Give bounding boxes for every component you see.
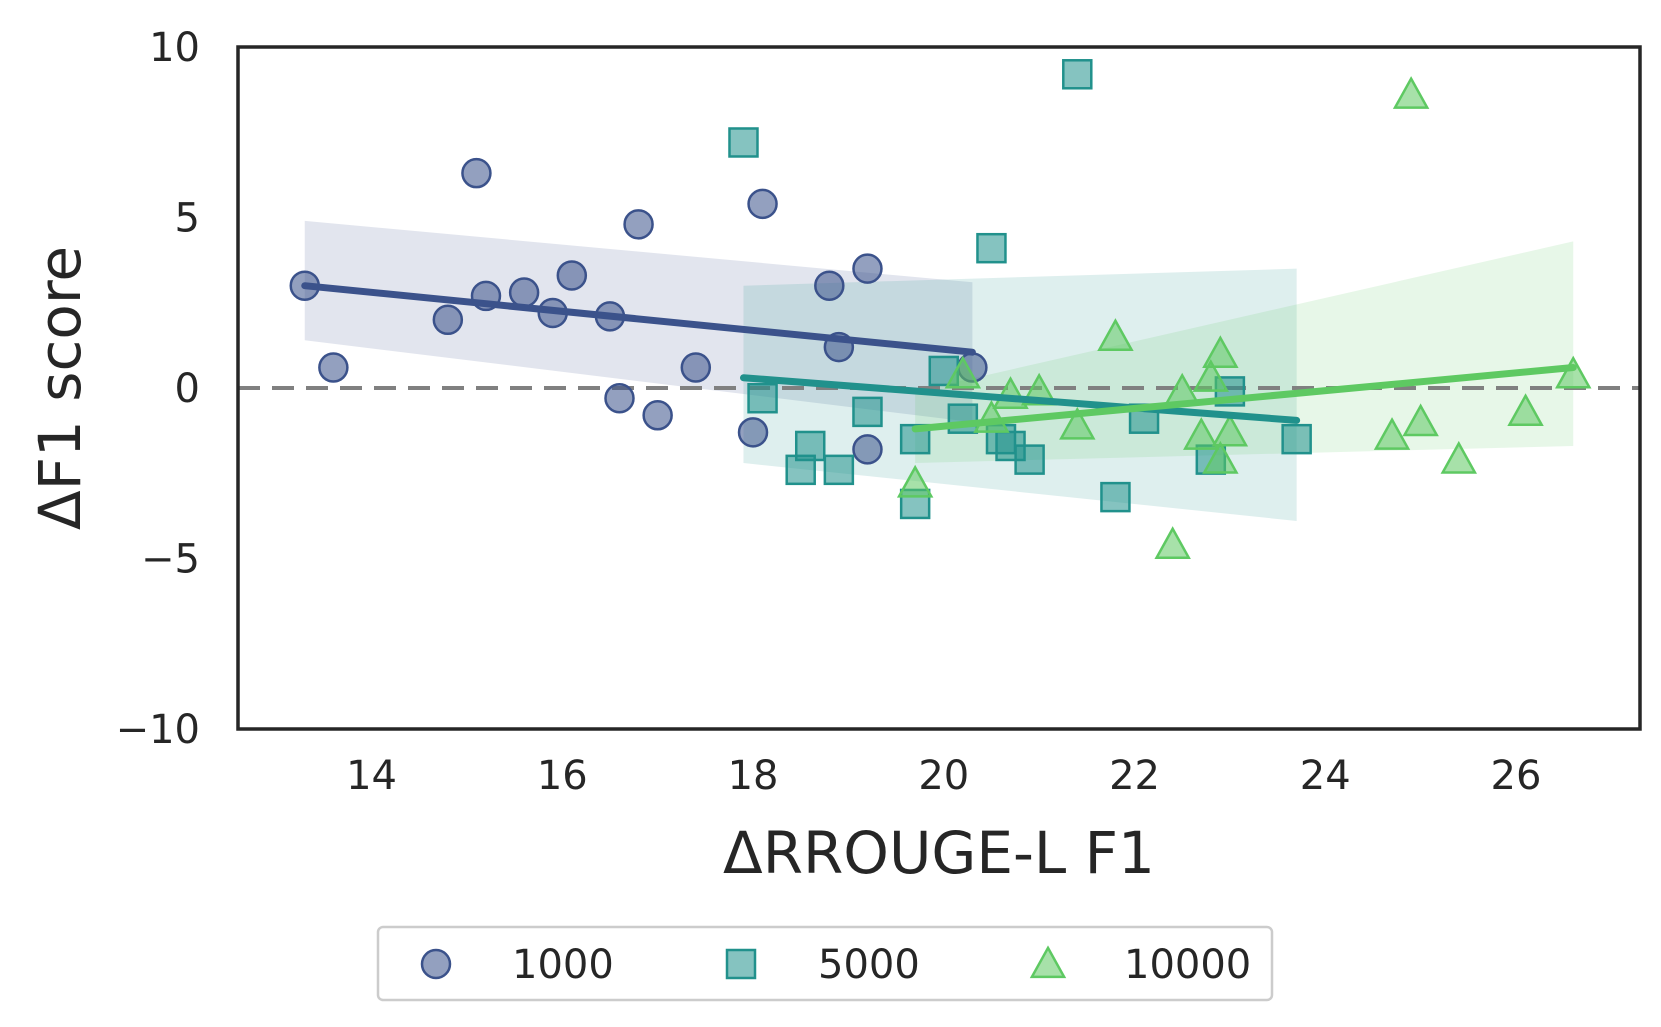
x-tick-label: 16 xyxy=(537,753,588,799)
legend-label: 1000 xyxy=(512,942,614,988)
point-10000 xyxy=(1507,393,1544,426)
point-10000 xyxy=(1440,440,1478,474)
x-tick-label: 20 xyxy=(918,753,969,799)
point-5000 xyxy=(976,232,1007,264)
point-5000 xyxy=(1014,444,1045,475)
point-10000 xyxy=(1373,417,1411,450)
x-tick-label: 22 xyxy=(1109,753,1160,799)
x-tick-label: 24 xyxy=(1300,753,1351,799)
point-1000 xyxy=(814,270,845,301)
point-5000 xyxy=(1100,481,1131,513)
point-10000 xyxy=(1402,403,1439,437)
ci-band-10000 xyxy=(915,241,1574,464)
y-tick-label: 0 xyxy=(175,366,200,412)
y-tick-labels: 10 5 0 −5 −10 xyxy=(116,25,200,753)
legend-marker-5000 xyxy=(725,948,757,980)
point-1000 xyxy=(604,382,635,414)
point-5000 xyxy=(747,382,778,414)
point-10000 xyxy=(1211,413,1249,447)
point-10000 xyxy=(1392,76,1430,109)
point-1000 xyxy=(852,253,883,284)
point-5000 xyxy=(728,127,759,158)
x-tick-label: 26 xyxy=(1491,753,1542,799)
plot-frame xyxy=(236,45,1642,731)
y-axis-title: ΔF1 score xyxy=(26,246,94,530)
point-5000 xyxy=(852,396,883,428)
point-10000 xyxy=(1183,417,1220,450)
legend-label: 5000 xyxy=(818,942,920,988)
point-1000 xyxy=(508,277,540,308)
point-1000 xyxy=(461,157,492,189)
x-tick-label: 18 xyxy=(728,753,779,799)
point-1000 xyxy=(737,417,769,448)
point-1000 xyxy=(680,352,712,383)
point-10000 xyxy=(1202,440,1239,474)
point-10000 xyxy=(1555,355,1592,389)
point-10000 xyxy=(944,355,982,389)
y-tick-label: −10 xyxy=(116,707,200,753)
y-tick-label: 10 xyxy=(149,25,200,71)
x-tick-labels: 14 16 18 20 22 24 26 xyxy=(346,753,1541,799)
point-10000 xyxy=(1059,406,1096,440)
regression-line-5000 xyxy=(739,374,1301,424)
point-10000 xyxy=(1154,526,1191,559)
point-1000 xyxy=(852,434,883,465)
legend-marker-1000 xyxy=(420,948,452,980)
point-1000 xyxy=(556,260,588,291)
point-1000 xyxy=(642,400,673,431)
y-tick-label: 5 xyxy=(175,196,200,242)
point-10000 xyxy=(1097,318,1134,351)
legend-label: 10000 xyxy=(1124,942,1251,988)
x-axis-title: ΔRROUGE-L F1 xyxy=(723,819,1155,887)
point-5000 xyxy=(823,454,855,486)
point-1000 xyxy=(623,209,654,240)
point-1000 xyxy=(747,188,778,220)
confidence-bands xyxy=(304,220,1574,521)
point-5000 xyxy=(1281,423,1312,455)
point-1000 xyxy=(432,304,464,336)
point-1000 xyxy=(318,352,349,383)
legend-box xyxy=(376,925,1274,1002)
x-tick-label: 14 xyxy=(346,753,397,799)
point-10000 xyxy=(896,464,934,498)
regression-line-10000 xyxy=(911,364,1577,433)
point-10000 xyxy=(1192,359,1230,392)
regression-lines xyxy=(301,282,1577,433)
legend: 1000 5000 10000 xyxy=(376,925,1274,1002)
point-10000 xyxy=(1202,335,1239,369)
point-5000 xyxy=(1062,59,1093,90)
y-tick-label: −5 xyxy=(141,537,200,583)
legend-marker-10000 xyxy=(1029,945,1067,979)
regression-line-1000 xyxy=(301,282,976,356)
point-5000 xyxy=(794,430,826,462)
